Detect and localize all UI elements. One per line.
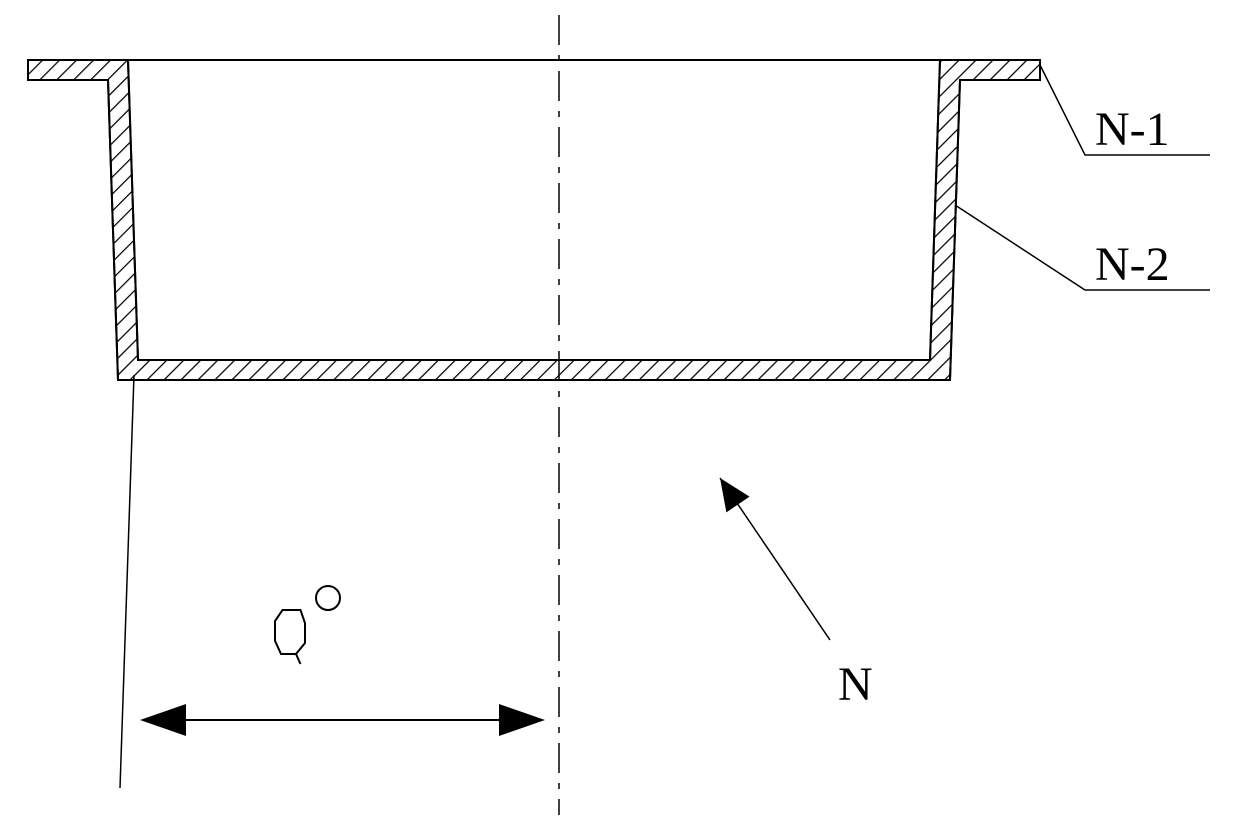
container-section <box>28 60 1040 380</box>
angle-symbol-glyph <box>275 610 305 654</box>
angle-degree-circle <box>316 586 340 610</box>
label-n2: N-2 <box>1095 238 1170 291</box>
dimension-arrow-right <box>499 704 545 736</box>
label-n: N <box>838 658 873 711</box>
label-n1: N-1 <box>1095 103 1170 156</box>
container-inner-outline <box>128 60 940 360</box>
leader-n2 <box>955 205 1210 290</box>
arrow-n-head <box>720 478 750 512</box>
container-outer-outline <box>28 60 1040 380</box>
dimension-arrow-left <box>140 704 186 736</box>
angle-extension-line <box>120 375 134 788</box>
angle-symbol-tail <box>296 654 301 664</box>
